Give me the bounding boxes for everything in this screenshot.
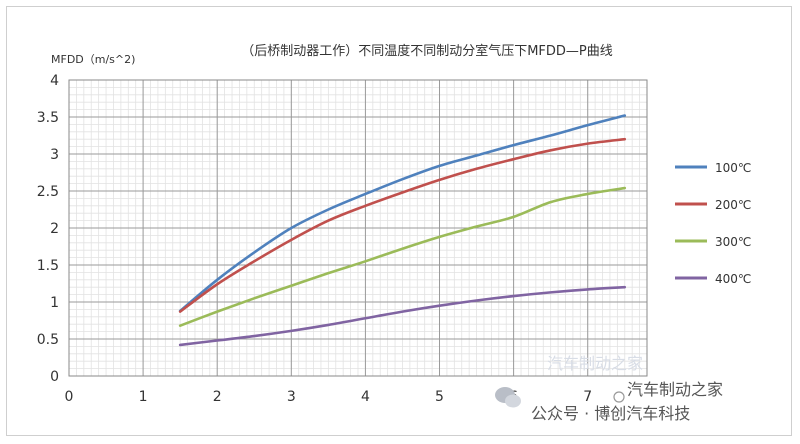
mfdd-pressure-line-chart: 01234567 00.511.522.533.54 （后桥制动器工作）不同温度… [37,43,752,423]
x-tick-label: 0 [65,389,74,405]
y-tick-label: 0 [50,369,59,385]
legend-label-1: 100℃ [715,161,751,175]
watermark-icon-small [613,391,625,403]
x-tick-label: 5 [435,389,444,405]
y-tick-label: 1 [50,295,59,311]
y-tick-label: 3 [50,147,59,163]
x-tick-label: 4 [361,389,370,405]
y-tick-label: 4 [50,73,59,89]
y-axis-label: MFDD（m/s^2) [51,53,135,66]
watermark-line2: 公众号 · 博创汽车科技 [531,404,690,423]
legend-label-2: 200℃ [715,198,751,212]
legend-label-3: 300℃ [715,235,751,249]
y-tick-label: 3.5 [37,110,59,126]
series-line-2 [178,137,627,313]
x-tick-label: 7 [583,389,592,405]
x-tick-label: 2 [213,389,222,405]
chart-title: （后桥制动器工作）不同温度不同制动分室气压下MFDD—P曲线 [241,43,613,59]
y-tick-label: 1.5 [37,258,59,274]
series-lines [178,114,627,347]
series-line-3 [178,186,627,327]
legend: 100℃ 200℃ 300℃ 400℃ [675,161,751,286]
y-tick-label: 2.5 [37,184,59,200]
watermark-faint: 汽车制动之家 [547,354,643,373]
y-tick-label: 2 [50,221,59,237]
x-tick-label: 1 [139,389,148,405]
legend-label-4: 400℃ [715,272,751,286]
series-line-4 [178,285,627,347]
y-tick-label: 0.5 [37,332,59,348]
plot-border [68,79,648,377]
chart-frame: 01234567 00.511.522.533.54 （后桥制动器工作）不同温度… [6,6,792,436]
y-tick-labels: 0 0.5 1 1.5 2 2.5 3 3.5 4 [37,73,59,385]
x-tick-label: 3 [287,389,296,405]
watermark-wechat-icon [495,387,521,408]
axes [68,79,648,377]
series-line-1 [178,114,627,313]
watermark-line1: 汽车制动之家 [627,380,723,399]
